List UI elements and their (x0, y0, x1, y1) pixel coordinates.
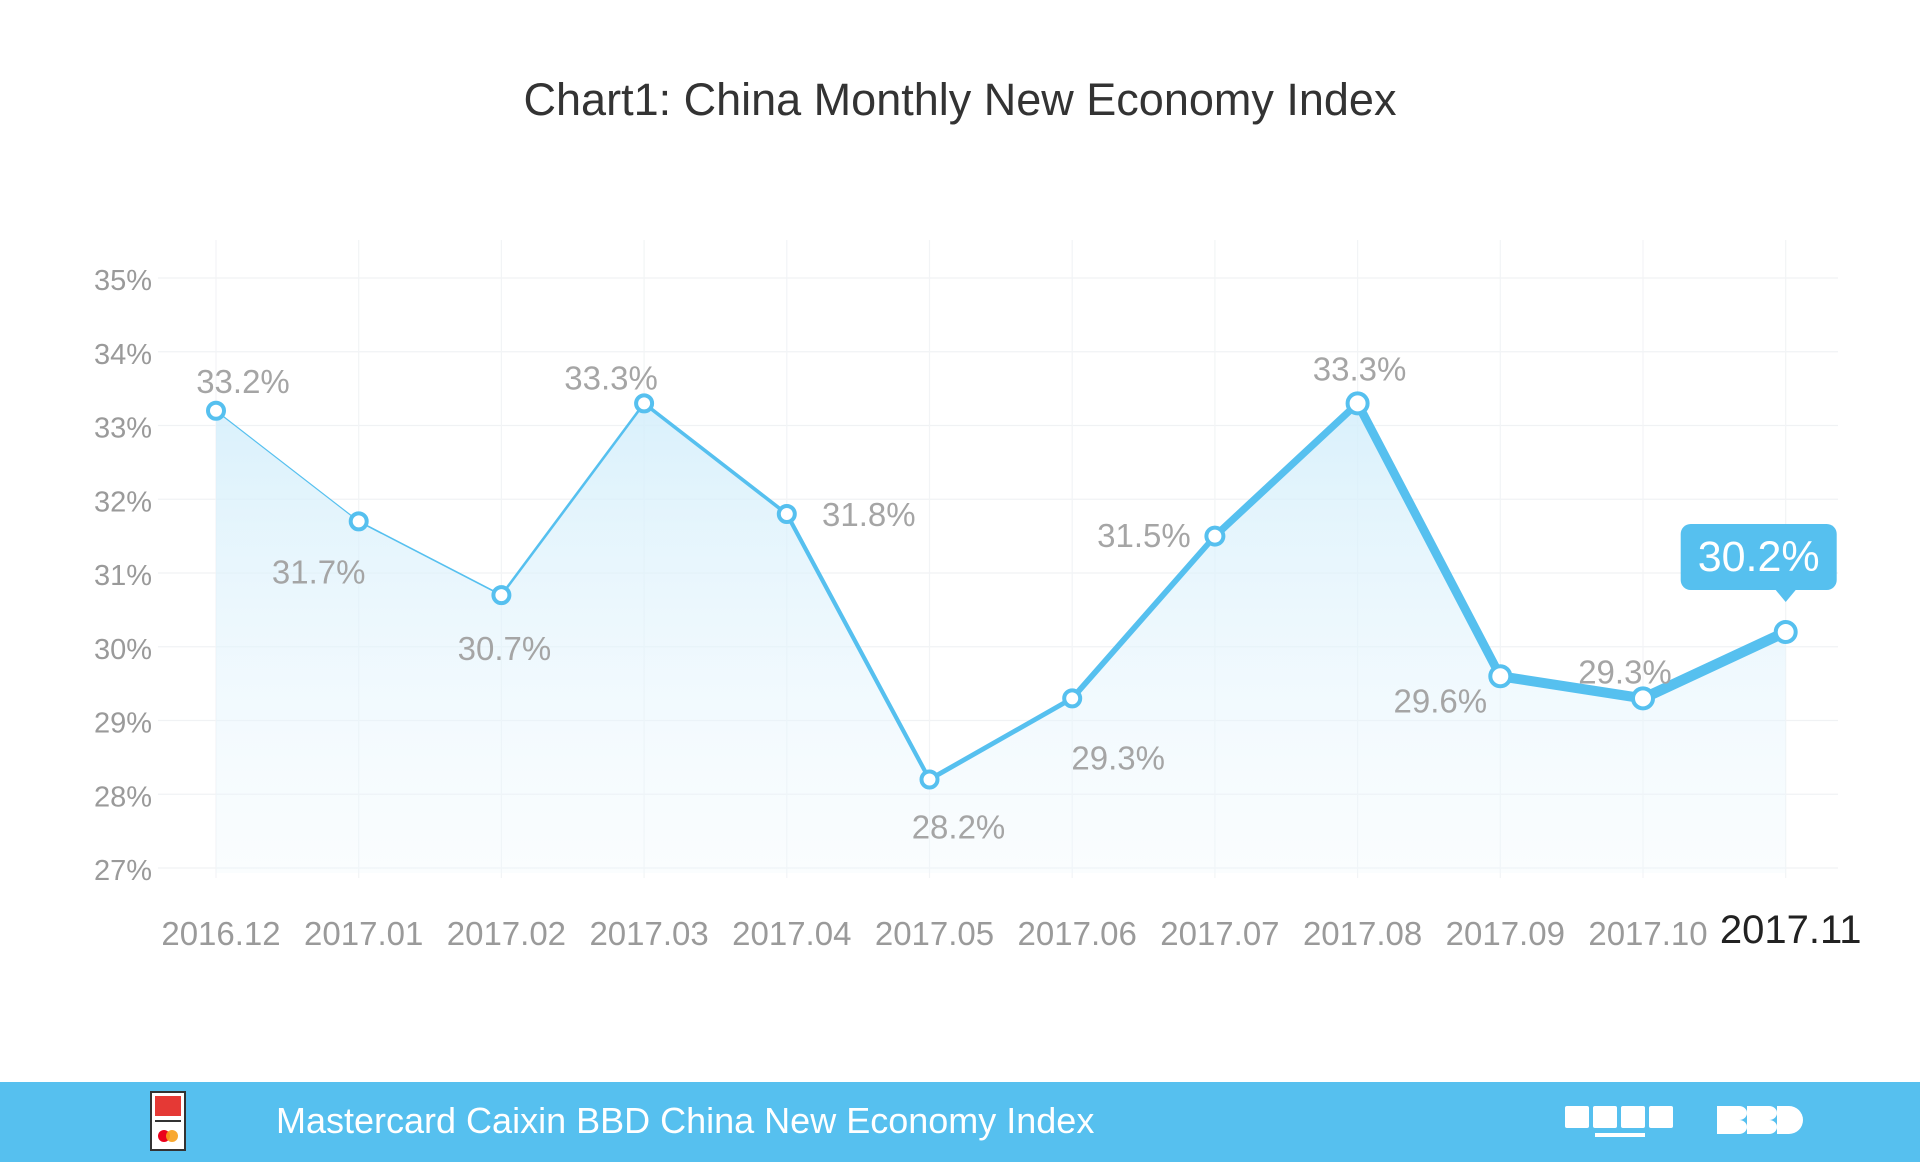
x-tick-label: 2017.06 (1018, 915, 1137, 952)
x-tick-label: 2017.07 (1160, 915, 1279, 952)
data-label: 33.3% (564, 359, 658, 396)
area-fill-path (216, 403, 1786, 873)
line-segment (642, 401, 789, 516)
area-fill (216, 403, 1786, 873)
data-label: 28.2% (912, 809, 1006, 846)
data-point (1204, 525, 1226, 547)
data-point (348, 511, 369, 532)
line-segment (1211, 399, 1362, 540)
x-tick-label: 2016.12 (161, 915, 280, 952)
data-label: 33.2% (196, 363, 290, 400)
data-label: 29.6% (1394, 682, 1488, 719)
callout-label: 30.2% (1698, 533, 1820, 581)
data-point (206, 400, 226, 421)
data-label: 29.3% (1071, 739, 1165, 776)
bbd-logo-icon (1717, 1106, 1803, 1134)
x-tick-label: 2017.11 (1720, 908, 1862, 952)
callout-pointer (1775, 590, 1796, 602)
y-tick-label: 32% (94, 486, 152, 518)
x-axis-ticks: 2016.12 2017.01 2017.02 2017.03 2017.04 2017.… (161, 908, 1861, 952)
data-point (776, 504, 797, 524)
chart-title: Chart1: China Monthly New Economy Index (523, 74, 1397, 125)
data-point (1345, 391, 1370, 416)
y-tick-label: 28% (94, 781, 152, 813)
data-point (1062, 688, 1083, 709)
data-label: 33.3% (1313, 350, 1407, 387)
line-segment (1637, 626, 1791, 704)
y-axis-ticks: 27% 28% 29% 30% 31% 32% 33% 34% 35% (94, 265, 152, 887)
data-point (1773, 620, 1798, 644)
data-point (634, 393, 655, 414)
data-point (919, 769, 940, 790)
data-point (1631, 686, 1655, 711)
x-tick-label: 2017.04 (732, 915, 851, 952)
y-tick-label: 30% (94, 634, 152, 666)
data-point (1488, 664, 1513, 689)
data-label: 30.7% (458, 630, 552, 667)
data-label: 31.7% (272, 553, 366, 590)
x-tick-label: 2017.05 (875, 915, 994, 952)
data-labels: 33.2% 31.7% 30.7% 33.3% 31.8% 28.2% 29.3% 31.5%… (196, 350, 1672, 845)
data-label: 31.5% (1097, 517, 1191, 554)
nei-logo-icon (150, 1091, 186, 1151)
y-tick-label: 33% (94, 413, 152, 445)
line-segment (357, 520, 503, 596)
line-chart: 33.2% 31.7% 30.7% 33.3% 31.8% 28.2% 29.3% 31.5%… (94, 240, 1862, 952)
data-point (491, 585, 512, 606)
footer-bar: Mastercard Caixin BBD China New Economy … (0, 1082, 1920, 1162)
data-points (206, 391, 1798, 790)
footer-title: Mastercard Caixin BBD China New Economy … (276, 1100, 1095, 1141)
line-segment (784, 511, 932, 782)
highlight-callout: 30.2% (1680, 524, 1837, 602)
y-tick-label: 27% (94, 855, 152, 887)
data-label: 31.8% (822, 496, 916, 533)
line-segment (1353, 398, 1505, 681)
data-label: 29.3% (1578, 653, 1672, 690)
line-segment (215, 410, 360, 522)
x-tick-label: 2017.01 (304, 915, 423, 952)
y-tick-label: 34% (94, 339, 152, 371)
x-tick-label: 2017.03 (589, 915, 708, 952)
line-segment (1495, 671, 1648, 704)
x-tick-label: 2017.02 (447, 915, 566, 952)
series-line (215, 398, 1791, 782)
y-tick-label: 31% (94, 560, 152, 592)
x-tick-label: 2017.08 (1303, 915, 1422, 952)
line-segment (1069, 533, 1218, 702)
line-segment (500, 402, 646, 597)
callout-box (1680, 524, 1837, 590)
y-tick-label: 29% (94, 708, 152, 740)
line-segment (927, 695, 1075, 782)
x-tick-label: 2017.10 (1588, 915, 1707, 952)
caixin-insight-logo-icon (1565, 1106, 1673, 1137)
y-tick-label: 35% (94, 265, 152, 297)
x-tick-label: 2017.09 (1446, 915, 1565, 952)
